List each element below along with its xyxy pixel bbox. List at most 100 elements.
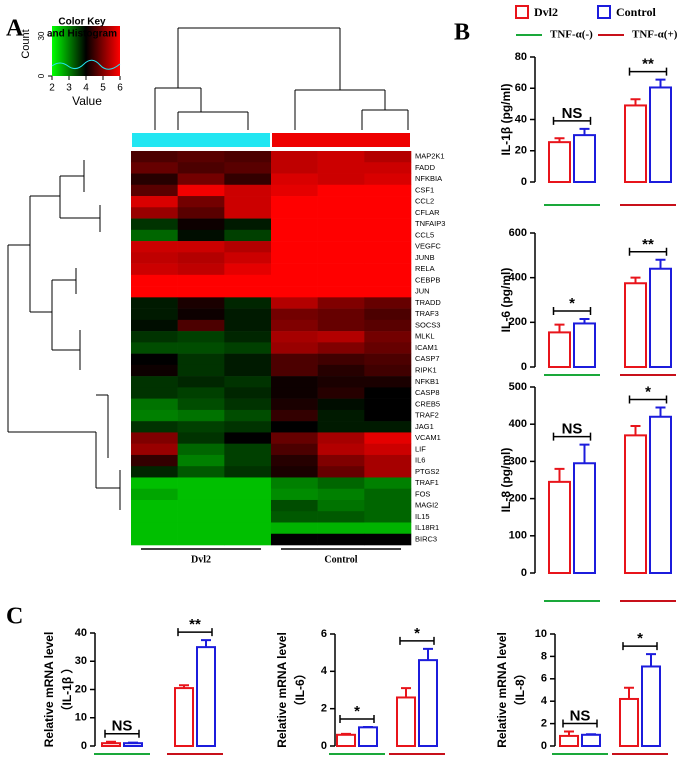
heatmap-cell (317, 286, 365, 298)
heatmap-cell (131, 252, 178, 264)
heatmap-cell (271, 286, 318, 298)
heatmap-cell (224, 263, 272, 276)
bar (174, 687, 194, 748)
heatmap-cell (271, 499, 318, 512)
heatmap-cell (177, 466, 225, 478)
gene-label: NFKB1 (415, 377, 439, 386)
significance-bracket (628, 247, 668, 256)
bar (624, 282, 647, 368)
heatmap-cell (271, 196, 318, 208)
heatmap-cell (271, 207, 318, 219)
heatmap-cell (271, 151, 318, 163)
significance-bracket (552, 116, 592, 125)
error-bar (554, 137, 565, 143)
error-bar (579, 127, 590, 136)
heatmap-cell (131, 319, 178, 332)
bar (101, 742, 121, 747)
y-tick-label: 0 (521, 361, 527, 373)
heatmap-cell (224, 477, 272, 490)
bar (548, 141, 571, 183)
y-tick-label: 300 (509, 455, 527, 467)
bar (641, 665, 661, 747)
y-tick-label: 4 (541, 695, 548, 707)
heatmap-cell (177, 173, 225, 186)
significance-label: NS (562, 421, 583, 438)
heatmap-cell (177, 488, 225, 501)
gene-label: TRADD (415, 298, 441, 307)
error-bar (341, 732, 351, 735)
y-tick-label: 100 (509, 530, 527, 542)
gene-label: ICAM1 (415, 343, 438, 352)
heatmap-cell (177, 274, 225, 287)
key-tick-label: 4 (83, 83, 89, 94)
heatmap-cell (131, 376, 178, 388)
error-bar (106, 740, 116, 744)
error-bar (586, 733, 596, 736)
heatmap-cell (271, 522, 318, 535)
heatmap-cell (177, 387, 225, 399)
gene-label: LIF (415, 444, 426, 453)
significance-bracket (552, 432, 592, 441)
error-bar (401, 687, 411, 698)
gene-label: CSF1 (415, 185, 434, 194)
key-title: Color Key (58, 17, 106, 28)
y-tick-label: 500 (509, 381, 527, 393)
heatmap-cell (271, 342, 318, 354)
heatmap-cell (317, 522, 365, 535)
error-bar (423, 647, 433, 661)
heatmap-cell (131, 218, 178, 231)
heatmap-cell (177, 477, 225, 490)
significance-label: ** (642, 236, 654, 253)
y-tick-label: 400 (509, 418, 527, 430)
heatmap-cell (364, 342, 412, 354)
significance-bracket (552, 306, 592, 315)
significance-label: NS (112, 718, 133, 735)
y-tick-label: 0 (521, 567, 527, 579)
heatmap-cell (271, 297, 318, 309)
y-tick-label: 400 (509, 272, 527, 284)
gene-label: BIRC3 (415, 534, 437, 543)
gene-label: CCL5 (415, 230, 434, 239)
y-tick-label: 10 (75, 712, 87, 724)
heatmap-cell (317, 184, 365, 197)
y-tick-label: 60 (515, 82, 527, 94)
gene-label: FADD (415, 163, 436, 172)
heatmap-cell (177, 263, 225, 276)
error-bar (630, 276, 641, 284)
heatmap-cell (131, 196, 178, 208)
gene-label: PTGS2 (415, 467, 440, 476)
y-axis-label: （IL-6） (292, 667, 307, 712)
heatmap-cell (364, 522, 412, 535)
heatmap-cell (224, 229, 272, 242)
heatmap-cell (177, 297, 225, 309)
heatmap-cell (224, 252, 272, 264)
y-tick-label: 200 (509, 493, 527, 505)
heatmap-cell (364, 331, 412, 343)
error-bar (128, 741, 138, 744)
heatmap-cell (131, 229, 178, 242)
gene-label: JUN (415, 287, 430, 296)
bar (649, 267, 672, 369)
y-tick-label: 6 (321, 628, 327, 640)
heatmap-cell (271, 229, 318, 242)
error-bar (564, 730, 574, 736)
gene-label: JUNB (415, 253, 435, 262)
heatmap-cell (224, 173, 272, 186)
heatmap-cell (364, 184, 412, 197)
heatmap-cell (177, 409, 225, 422)
heatmap-cell (317, 263, 365, 276)
heatmap-cell (317, 207, 365, 219)
column-group-bar (132, 133, 270, 147)
y-tick-label: 2 (321, 703, 327, 715)
y-tick-label: 600 (509, 227, 527, 239)
significance-label: * (645, 383, 651, 400)
bar (396, 696, 416, 748)
panel-label: C (6, 604, 23, 630)
significance-label: * (569, 295, 575, 312)
gene-label: IL18R1 (415, 523, 439, 532)
heatmap-cell (177, 454, 225, 467)
heatmap-cell (177, 151, 225, 163)
y-tick-label: 10 (535, 628, 547, 640)
gene-label: SOCS3 (415, 320, 440, 329)
heatmap-cell (317, 477, 365, 490)
